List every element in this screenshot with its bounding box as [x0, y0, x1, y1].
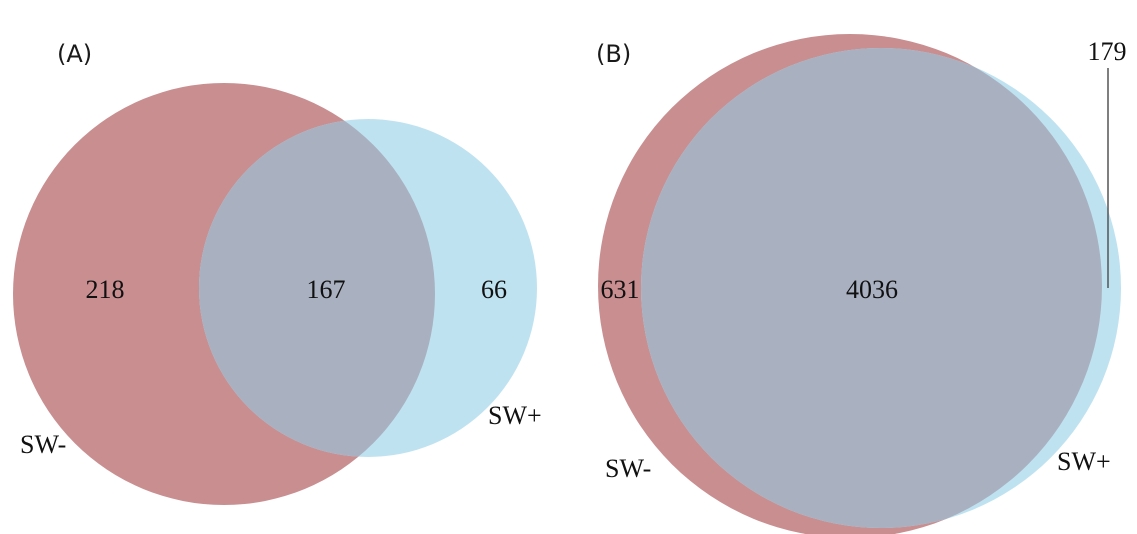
panel-a-sw-plus-label: SW+ — [488, 401, 542, 430]
panel-a: (A) 218 167 66 SW- SW+ — [13, 40, 542, 505]
panel-b-sw-minus-label: SW- — [605, 454, 651, 483]
panel-b-overlap-region — [641, 48, 1102, 528]
panel-b-sw-plus-label: SW+ — [1057, 447, 1111, 476]
panel-b-sw-minus-only-count: 631 — [601, 275, 640, 304]
panel-b-label: (B) — [596, 40, 631, 68]
panel-b: (B) 631 4036 179 SW- SW+ — [596, 34, 1127, 534]
panel-a-sw-minus-label: SW- — [20, 430, 66, 459]
panel-a-sw-plus-only-count: 66 — [481, 275, 507, 304]
panel-a-sw-minus-only-count: 218 — [86, 275, 125, 304]
panel-b-intersection-count: 4036 — [846, 275, 898, 304]
panel-a-label: (A) — [57, 40, 92, 68]
panel-b-sw-plus-only-count: 179 — [1088, 37, 1127, 66]
panel-a-overlap-region — [199, 119, 435, 457]
panel-a-intersection-count: 167 — [307, 275, 346, 304]
